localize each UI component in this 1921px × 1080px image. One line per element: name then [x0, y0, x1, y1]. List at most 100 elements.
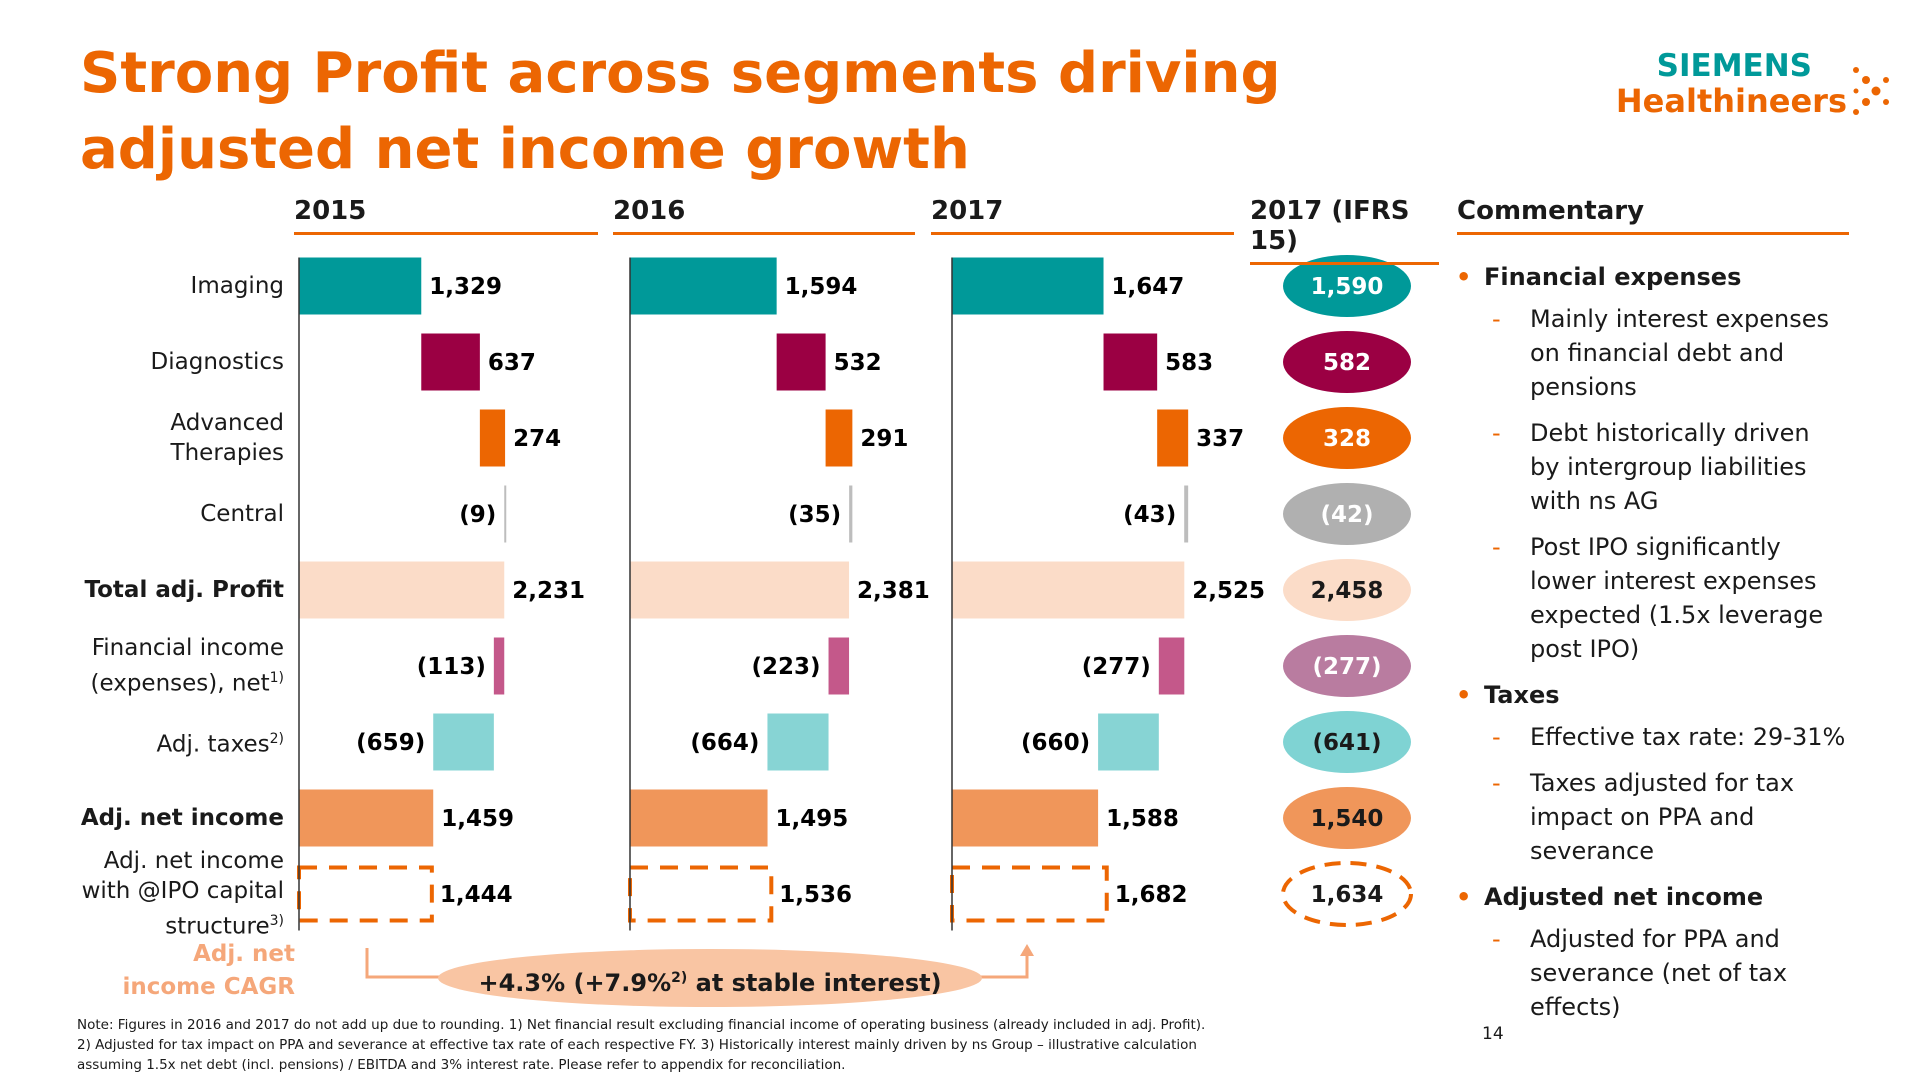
- cagr-label: Adj. net income CAGR: [122, 941, 295, 1000]
- badge: [1283, 331, 1411, 393]
- category-label: Adj. net income with @IPO capital struct…: [69, 848, 284, 940]
- category-label: Imaging: [69, 248, 284, 324]
- cagr-text: +4.3% (+7.9%2) at stable interest): [440, 960, 980, 1001]
- value-label: 1,647: [1112, 274, 1185, 300]
- value-label: (113): [417, 654, 486, 680]
- chart-title: 2017 (IFRS 15): [1250, 196, 1439, 265]
- page-number: 14: [1482, 1024, 1504, 1044]
- cagr-note: 2): [671, 970, 688, 986]
- commentary-heading: Financial expenses: [1484, 260, 1846, 294]
- value-label: 532: [834, 350, 882, 376]
- commentary-heading: Adjusted net income: [1484, 880, 1846, 914]
- value-label: (43): [1123, 502, 1176, 528]
- category-label: Diagnostics: [69, 324, 284, 400]
- commentary-item: Mainly interest expenses on financial de…: [1530, 302, 1846, 404]
- bar: [1184, 485, 1189, 543]
- bar: [952, 561, 1185, 619]
- chart-title: 2016: [613, 196, 915, 235]
- category-label: Advanced Therapies: [134, 400, 284, 476]
- bar: [849, 485, 853, 543]
- badge: [1283, 559, 1411, 621]
- category-name: Adj. net income with @IPO capital struct…: [81, 848, 284, 940]
- badge: [1283, 711, 1411, 773]
- cagr-value-end: at stable interest): [687, 969, 942, 997]
- bar: [504, 485, 507, 543]
- commentary: Financial expenses Mainly interest expens…: [1456, 258, 1846, 1036]
- chart-title: 2015: [294, 196, 598, 235]
- bar: [950, 865, 1109, 923]
- category-name: Total adj. Profit: [84, 577, 285, 603]
- category-text: Advanced Therapies: [134, 408, 284, 468]
- category-label: Financial income (expenses), net1): [69, 628, 285, 704]
- cagr-bracket: [365, 948, 1029, 979]
- value-label: 1,594: [785, 274, 858, 300]
- bar: [776, 333, 826, 391]
- cagr-ellipse: [438, 949, 982, 1007]
- category-name: Imaging: [190, 273, 284, 299]
- value-label: 1,682: [1115, 882, 1188, 908]
- logo-product: Healthineers: [1616, 82, 1847, 120]
- category-name: Adj. taxes: [156, 731, 270, 758]
- value-label: 1,588: [1106, 806, 1179, 832]
- category-name: Central: [200, 501, 284, 527]
- category-footnote: 2): [269, 731, 284, 748]
- value-label: (9): [459, 502, 496, 528]
- commentary-item: Taxes adjusted for tax impact on PPA and…: [1530, 766, 1846, 868]
- value-label: 1,540: [1311, 806, 1384, 832]
- category-label: Adj. net income: [69, 780, 284, 856]
- value-label: 2,231: [512, 578, 585, 604]
- category-text: Adj. net income: [81, 803, 284, 833]
- category-text: Imaging: [191, 271, 284, 301]
- chart-title: 2017: [931, 196, 1234, 235]
- value-label: (659): [356, 730, 425, 756]
- value-label: (223): [751, 654, 820, 680]
- category-text: Central: [200, 499, 284, 529]
- category-name: Adj. net income: [80, 805, 284, 831]
- bar: [433, 713, 494, 771]
- badge: [1283, 255, 1411, 317]
- bar: [493, 637, 505, 695]
- commentary-heading: Taxes: [1484, 678, 1846, 712]
- bar: [952, 789, 1099, 847]
- bar: [630, 561, 850, 619]
- value-label: 291: [860, 426, 908, 452]
- logo-brand: SIEMENS: [1657, 48, 1812, 84]
- value-label: 2,381: [857, 578, 930, 604]
- value-label: 337: [1196, 426, 1244, 452]
- badge: [1283, 635, 1411, 697]
- bar: [299, 257, 422, 315]
- value-label: 1,495: [776, 806, 849, 832]
- category-footnote: 1): [269, 670, 284, 687]
- note-line: Note: Figures in 2016 and 2017 do not ad…: [77, 1017, 1206, 1033]
- value-label: 1,536: [779, 882, 852, 908]
- value-label: 637: [488, 350, 536, 376]
- value-label: (664): [690, 730, 759, 756]
- value-label: (277): [1082, 654, 1151, 680]
- value-label: (660): [1021, 730, 1090, 756]
- bar: [1158, 637, 1185, 695]
- value-label: 1,329: [429, 274, 502, 300]
- bar: [952, 257, 1104, 315]
- bar: [299, 561, 505, 619]
- bar: [825, 409, 853, 467]
- bar: [479, 409, 506, 467]
- value-label: 2,458: [1311, 578, 1384, 604]
- badge: [1281, 861, 1413, 927]
- category-label: Total adj. Profit: [69, 552, 285, 628]
- category-text: Diagnostics: [151, 347, 284, 377]
- commentary-item: Post IPO significantly lower interest ex…: [1530, 530, 1846, 666]
- note-line: 2) Adjusted for tax impact on PPA and se…: [77, 1037, 1197, 1053]
- category-name: Financial income (expenses), net: [90, 635, 285, 697]
- commentary-item: Debt historically driven by intergroup l…: [1530, 416, 1846, 518]
- bar: [1098, 713, 1159, 771]
- value-label: (35): [788, 502, 841, 528]
- commentary-title: Commentary: [1457, 196, 1849, 235]
- value-label: (641): [1312, 730, 1381, 756]
- logo-dots: [1853, 67, 1889, 115]
- bar: [299, 789, 434, 847]
- category-text: Adj. net income with @IPO capital struct…: [69, 846, 284, 942]
- category-label: Adj. taxes2): [69, 704, 284, 780]
- category-text: Adj. taxes2): [157, 724, 284, 760]
- value-label: 583: [1165, 350, 1213, 376]
